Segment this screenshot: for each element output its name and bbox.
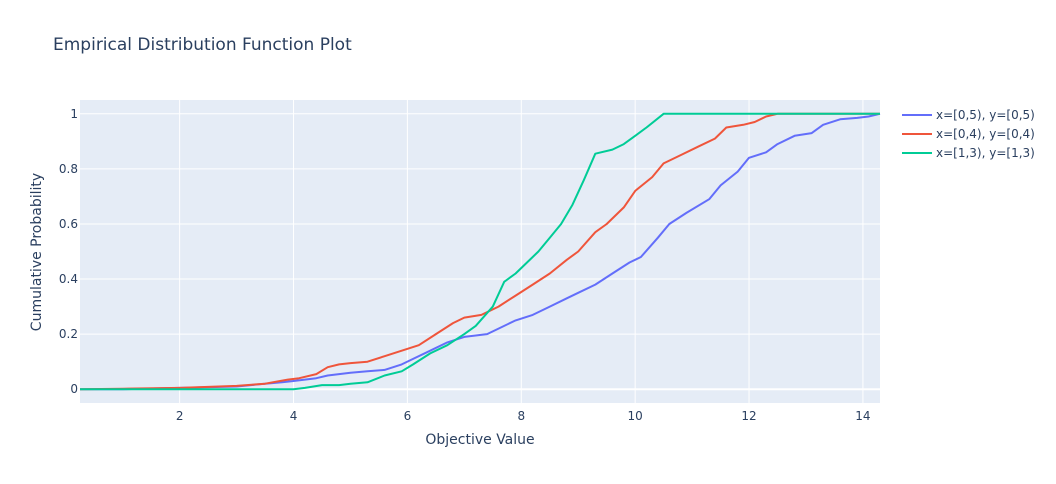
x-tick-label: 10 — [628, 409, 643, 423]
y-tick-label: 0 — [70, 382, 78, 396]
x-axis-ticks: 2 4 6 8 10 12 14 — [176, 409, 871, 423]
plot-area — [80, 100, 880, 403]
series-line-2 — [79, 112, 880, 391]
x-axis-title: Objective Value — [425, 432, 534, 448]
legend-label-3: x=[1,3), y=[1,3) — [936, 146, 1035, 160]
x-tick-label: 8 — [517, 409, 525, 423]
x-tick-label: 6 — [404, 409, 412, 423]
legend: x=[0,5), y=[0,5) x=[0,4), y=[0,4) x=[1,3),… — [902, 108, 1035, 160]
y-tick-label: 0.4 — [59, 272, 78, 286]
y-tick-label: 0.2 — [59, 327, 78, 341]
series-line-3 — [80, 112, 880, 391]
y-axis-ticks: 0 0.2 0.4 0.6 0.8 1 — [59, 107, 78, 396]
x-tick-label: 14 — [855, 409, 870, 423]
series-line-1 — [80, 112, 881, 391]
x-tick-label: 4 — [290, 409, 298, 423]
legend-label-2: x=[0,4), y=[0,4) — [936, 127, 1035, 141]
y-tick-label: 0.8 — [59, 162, 78, 176]
legend-label-1: x=[0,5), y=[0,5) — [936, 108, 1035, 122]
y-tick-label: 0.6 — [59, 217, 78, 231]
y-tick-label: 1 — [70, 107, 78, 121]
x-tick-label: 2 — [176, 409, 184, 423]
y-axis-title: Cumulative Probability — [29, 173, 45, 331]
chart-title: Empirical Distribution Function Plot — [53, 35, 352, 55]
series-lines — [79, 112, 881, 391]
x-tick-label: 12 — [741, 409, 756, 423]
